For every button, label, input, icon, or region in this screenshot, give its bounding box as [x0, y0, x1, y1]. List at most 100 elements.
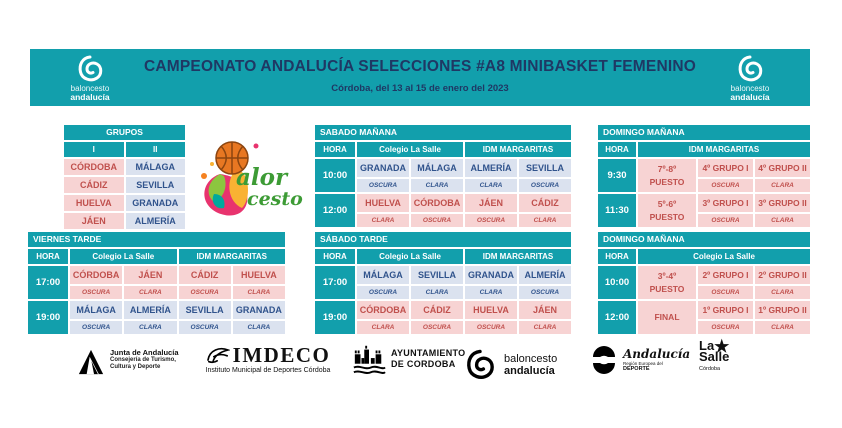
- andalucia-deporte-logo: Andalucía Región Europea del DEPORTE: [590, 346, 690, 374]
- venue-header-colegio: Colegio La Salle: [357, 249, 463, 264]
- team-cell: GRANADA: [232, 301, 285, 319]
- junta-dept-1: Consejería de Turismo,: [110, 357, 176, 363]
- region-europea-text: Región Europea del: [623, 361, 663, 366]
- time-cell: 11:30: [598, 194, 636, 227]
- game-cell: 2º GRUPO I: [698, 266, 753, 284]
- andalucia-word: andalucía: [504, 364, 555, 377]
- time-cell: 9:30: [598, 159, 636, 192]
- game-cell: 1º GRUPO II: [755, 301, 810, 319]
- baloncesto-word: baloncesto: [504, 352, 558, 365]
- venue-header: Colegio La Salle: [638, 249, 810, 264]
- team-cell: HUELVA: [465, 301, 517, 319]
- swirl-icon: [78, 55, 103, 82]
- star-icon: ★: [714, 337, 730, 356]
- ayuntamiento-line-2: DE CORDOBA: [391, 359, 456, 369]
- kit-cell: OSCURA: [698, 286, 753, 299]
- andalucia-script-name: Andalucía: [623, 347, 691, 361]
- team-cell: CÁDIZ: [411, 301, 463, 319]
- kit-cell: OSCURA: [70, 286, 123, 299]
- group-i-team: CÓRDOBA: [64, 159, 124, 175]
- header-banner: baloncesto andalucía CAMPEONATO ANDALUCÍ…: [30, 49, 810, 106]
- kit-cell: OSCURA: [519, 179, 571, 192]
- kit-cell: OSCURA: [465, 321, 517, 334]
- kit-cell: CLARA: [124, 286, 177, 299]
- group-i-header: I: [64, 142, 124, 157]
- kit-cell: CLARA: [357, 321, 409, 334]
- time-cell: 17:00: [28, 266, 68, 299]
- kit-cell: CLARA: [755, 321, 810, 334]
- cordoba-skyline-icon: [353, 345, 386, 374]
- team-cell: MÁLAGA: [357, 266, 409, 284]
- team-cell: JÁEN: [519, 301, 571, 319]
- andalucia-arcs-icon: [593, 346, 615, 374]
- venue-header-colegio: Colegio La Salle: [357, 142, 463, 157]
- junta-andalucia-logo: Junta de Andalucía Consejería de Turismo…: [78, 348, 179, 376]
- team-cell: MÁLAGA: [70, 301, 123, 319]
- team-cell: JÁEN: [465, 194, 517, 212]
- team-cell: MÁLAGA: [411, 159, 463, 177]
- kit-cell: CLARA: [411, 179, 463, 192]
- stage-cell: 3º-4º PUESTO: [638, 266, 696, 299]
- logo-word-baloncesto: baloncesto: [730, 84, 770, 93]
- imdeco-subtitle: Instituto Municipal de Deportes Córdoba: [205, 367, 331, 374]
- logo-word-andalucia: andalucía: [70, 92, 110, 102]
- table-title: VIERNES TARDE: [28, 232, 285, 247]
- kit-cell: OSCURA: [178, 286, 231, 299]
- deporte-text: DEPORTE: [623, 366, 650, 372]
- kit-cell: OSCURA: [411, 214, 463, 227]
- team-cell: CÁDIZ: [519, 194, 571, 212]
- imdeco-logo: IMDECO Instituto Municipal de Deportes C…: [193, 344, 343, 374]
- logo-word-baloncesto: baloncesto: [70, 84, 110, 93]
- ayuntamiento-cordoba-logo: AYUNTAMIENTO DE CORDOBA: [352, 342, 465, 376]
- hora-header: HORA: [315, 142, 355, 157]
- kit-cell: CLARA: [124, 321, 177, 334]
- kit-cell: CLARA: [755, 286, 810, 299]
- kit-cell: OSCURA: [357, 179, 409, 192]
- hora-header: HORA: [598, 142, 636, 157]
- imdeco-name: IMDECO: [232, 343, 331, 367]
- team-cell: CÓRDOBA: [357, 301, 409, 319]
- time-cell: 12:00: [315, 194, 355, 227]
- team-cell: SEVILLA: [411, 266, 463, 284]
- sabado-manana-table: SABADO MAÑANA HORA Colegio La Salle IDM …: [315, 125, 571, 227]
- kit-cell: CLARA: [519, 214, 571, 227]
- game-cell: 3º GRUPO I: [698, 194, 753, 212]
- team-cell: SEVILLA: [178, 301, 231, 319]
- ayuntamiento-line-1: AYUNTAMIENTO: [391, 348, 466, 358]
- venue-header-idm: IDM MARGARITAS: [178, 249, 285, 264]
- junta-dept-2: Cultura y Deporte: [110, 364, 161, 370]
- kit-cell: CLARA: [465, 286, 517, 299]
- group-ii-header: II: [125, 142, 185, 157]
- team-cell: ALMERÍA: [465, 159, 517, 177]
- group-ii-team: SEVILLA: [125, 177, 185, 193]
- team-cell: GRANADA: [357, 159, 409, 177]
- venue-header-idm: IDM MARGARITAS: [465, 249, 571, 264]
- hora-header: HORA: [598, 249, 636, 264]
- page-title: CAMPEONATO ANDALUCÍA SELECCIONES #A8 MIN…: [143, 58, 696, 75]
- game-cell: 3º GRUPO II: [755, 194, 810, 212]
- kit-cell: OSCURA: [698, 179, 753, 192]
- time-cell: 19:00: [315, 301, 355, 334]
- lasalle-la: La: [699, 338, 715, 353]
- kit-cell: CLARA: [411, 286, 463, 299]
- junta-a-icon: [78, 349, 104, 375]
- kit-cell: OSCURA: [411, 321, 463, 334]
- viernes-tarde-table: VIERNES TARDE HORA Colegio La Salle IDM …: [28, 232, 285, 334]
- table-title: DOMINGO MAÑANA: [598, 232, 810, 247]
- team-cell: HUELVA: [357, 194, 409, 212]
- group-i-team: CÁDIZ: [64, 177, 124, 193]
- kit-cell: OSCURA: [519, 286, 571, 299]
- group-i-team: JÁEN: [64, 213, 124, 229]
- baloncesto-andalucia-logo: baloncesto andalucía: [44, 54, 136, 102]
- groups-table: GRUPOS I II CÓRDOBA MÁLAGA CÁDIZ SEVILLA…: [64, 125, 185, 229]
- page-subtitle: Córdoba, del 13 al 15 de enero del 2023: [331, 83, 509, 94]
- group-ii-team: ALMERÍA: [125, 213, 185, 229]
- venue-header: IDM MARGARITAS: [638, 142, 810, 157]
- kit-cell: CLARA: [232, 286, 285, 299]
- venue-header-idm: IDM MARGARITAS: [465, 142, 571, 157]
- team-cell: HUELVA: [232, 266, 285, 284]
- time-cell: 10:00: [315, 159, 355, 192]
- table-title: SABADO MAÑANA: [315, 125, 571, 140]
- lasalle-salle: Salle: [699, 349, 730, 364]
